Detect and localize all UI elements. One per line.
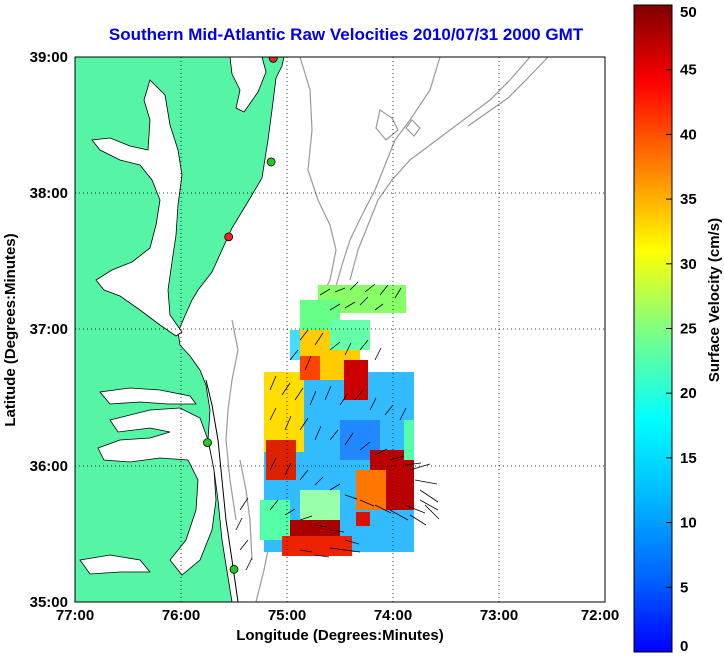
y-axis: 39:00 38:00 37:00 36:00 35:00 Latitude (… [2,49,68,611]
map-title: Southern Mid-Atlantic Raw Velocities 201… [109,25,584,44]
colorbar-label: Surface Velocity (cm/s) [706,218,723,382]
station-markers [203,57,278,574]
albemarle-sound [99,387,197,405]
river-inlet [79,554,151,575]
colorbar-tick-label: 45 [680,62,697,79]
x-tick: 75:00 [268,607,306,624]
y-axis-label: Latitude (Degrees:Minutes) [2,233,19,426]
y-tick: 37:00 [30,321,68,338]
velocity-field [260,285,414,556]
colorbar: 0 5 10 15 20 25 30 35 40 45 50 Surface Velocity (c… [633,4,723,655]
delaware-bay [229,57,267,113]
colorbar-ticks: 0 5 10 15 20 25 30 35 40 45 50 [666,4,697,655]
colorbar-tick-label: 0 [680,638,688,655]
map-plot-area [75,57,605,602]
colorbar-tick-label: 50 [680,4,697,21]
chesapeake-bay [91,79,183,337]
colorbar-tick-label: 10 [680,515,697,532]
colorbar-tick-label: 5 [680,579,688,596]
x-tick: 72:00 [581,607,619,624]
colorbar-tick-label: 30 [680,256,697,273]
x-tick: 74:00 [374,607,412,624]
y-tick: 38:00 [30,185,68,202]
station-marker [224,232,234,242]
y-tick: 35:00 [30,594,68,611]
station-marker [268,57,278,63]
gridlines [75,57,605,602]
colorbar-tick-label: 35 [680,191,697,208]
station-marker [229,564,239,574]
station-marker [203,438,212,447]
colorbar-gradient [633,4,673,653]
station-marker [266,157,276,167]
velocity-arrows [235,281,440,571]
colorbar-tick-label: 15 [680,450,697,467]
plot-frame [74,56,606,603]
colorbar-tick-label: 20 [680,385,697,402]
colorbar-tick-label: 40 [680,126,697,143]
barrier-islands [205,379,239,602]
y-tick: 39:00 [30,49,68,66]
x-axis: 77:00 76:00 75:00 74:00 73:00 72:00 Long… [56,607,619,644]
colorbar-tick-label: 25 [680,321,697,338]
x-tick: 73:00 [480,607,518,624]
y-tick: 36:00 [30,458,68,475]
x-axis-label: Longitude (Degrees:Minutes) [236,627,444,644]
x-tick: 77:00 [56,607,94,624]
x-tick: 76:00 [162,607,200,624]
